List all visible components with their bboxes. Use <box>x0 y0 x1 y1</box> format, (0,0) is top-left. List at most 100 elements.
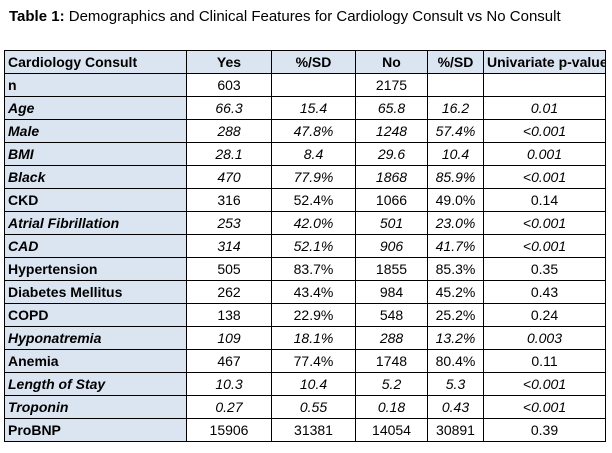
row-label: Black <box>4 165 187 189</box>
table-cell: 8.4 <box>271 142 356 166</box>
table-row: CKD 316 52.4% 1066 49.0% 0.14 <box>4 188 606 212</box>
table-cell: 1855 <box>355 257 428 281</box>
row-label: Anemia <box>4 349 187 373</box>
table-cell: 262 <box>186 280 272 304</box>
table-cell: 314 <box>186 234 272 258</box>
table-cell: 0.001 <box>483 142 606 166</box>
table-cell: 15.4 <box>271 96 356 120</box>
column-header: Univariate p-value <box>483 50 606 74</box>
table-row: CAD 314 52.1% 906 41.7% <0.001 <box>4 234 606 258</box>
table-caption-label: Table 1: <box>9 8 65 25</box>
table-cell: 22.9% <box>271 303 356 327</box>
table-cell: 0.35 <box>483 257 606 281</box>
table-body: Cardiology Consult Yes %/SD No %/SD Univ… <box>4 50 606 442</box>
table-cell: 109 <box>186 326 272 350</box>
table-row: Black 470 77.9% 1868 85.9% <0.001 <box>4 165 606 189</box>
table-cell: 288 <box>186 119 272 143</box>
table-cell: 0.39 <box>483 418 606 442</box>
table-cell: 10.4 <box>271 372 356 396</box>
row-label: Troponin <box>4 395 187 419</box>
row-label: ProBNP <box>4 418 187 442</box>
table-cell: 0.003 <box>483 326 606 350</box>
row-label: Atrial Fibrillation <box>4 211 187 235</box>
table-cell: 23.0% <box>427 211 484 235</box>
table-cell: 316 <box>186 188 272 212</box>
table-cell: 28.1 <box>186 142 272 166</box>
row-label: Diabetes Mellitus <box>4 280 187 304</box>
table-cell: <0.001 <box>483 395 606 419</box>
table-cell: 29.6 <box>355 142 428 166</box>
table-caption-text: Demographics and Clinical Features for C… <box>64 8 561 25</box>
table-cell <box>427 73 484 97</box>
table-row: Age 66.3 15.4 65.8 16.2 0.01 <box>4 96 606 120</box>
table-cell: 10.4 <box>427 142 484 166</box>
table-cell: 138 <box>186 303 272 327</box>
table-cell: 2175 <box>355 73 428 97</box>
table-cell: 984 <box>355 280 428 304</box>
table-cell: 505 <box>186 257 272 281</box>
table-cell: 0.43 <box>427 395 484 419</box>
table-cell <box>483 73 606 97</box>
table-cell: 52.1% <box>271 234 356 258</box>
table-cell: <0.001 <box>483 372 606 396</box>
table-row: Atrial Fibrillation 253 42.0% 501 23.0% <0.00… <box>4 211 606 235</box>
table-cell: 1748 <box>355 349 428 373</box>
table-cell: 5.2 <box>355 372 428 396</box>
table-cell: 85.9% <box>427 165 484 189</box>
table-cell: 0.27 <box>186 395 272 419</box>
table-cell: 0.24 <box>483 303 606 327</box>
table-cell: <0.001 <box>483 234 606 258</box>
table-cell: 45.2% <box>427 280 484 304</box>
table-cell: 47.8% <box>271 119 356 143</box>
table-cell: 467 <box>186 349 272 373</box>
table-row: BMI 28.1 8.4 29.6 10.4 0.001 <box>4 142 606 166</box>
row-label: Hyponatremia <box>4 326 187 350</box>
table-cell: 49.0% <box>427 188 484 212</box>
table-row: Male 288 47.8% 1248 57.4% <0.001 <box>4 119 606 143</box>
table-cell: 14054 <box>355 418 428 442</box>
table-cell: 66.3 <box>186 96 272 120</box>
table-cell: <0.001 <box>483 211 606 235</box>
table-cell: 52.4% <box>271 188 356 212</box>
table-cell: 1248 <box>355 119 428 143</box>
table-cell: 57.4% <box>427 119 484 143</box>
table-cell: 0.43 <box>483 280 606 304</box>
row-label: Male <box>4 119 187 143</box>
table-cell: 0.11 <box>483 349 606 373</box>
table-row: Length of Stay 10.3 10.4 5.2 5.3 <0.001 <box>4 372 606 396</box>
table-cell: <0.001 <box>483 119 606 143</box>
column-header: No <box>355 50 428 74</box>
table-cell: 1066 <box>355 188 428 212</box>
table-cell: 30891 <box>427 418 484 442</box>
table-cell: 0.01 <box>483 96 606 120</box>
row-label: Length of Stay <box>4 372 187 396</box>
table-caption: Table 1: Demographics and Clinical Featu… <box>9 8 561 25</box>
table-cell: 65.8 <box>355 96 428 120</box>
table-cell: 42.0% <box>271 211 356 235</box>
row-label: Age <box>4 96 187 120</box>
table-cell: 16.2 <box>427 96 484 120</box>
row-label: BMI <box>4 142 187 166</box>
table-header-row: Cardiology Consult Yes %/SD No %/SD Univ… <box>4 50 606 74</box>
row-label: Hypertension <box>4 257 187 281</box>
table-cell: <0.001 <box>483 165 606 189</box>
table-row: Hypertension 505 83.7% 1855 85.3% 0.35 <box>4 257 606 281</box>
table-cell: 0.55 <box>271 395 356 419</box>
table-row: n 603 2175 <box>4 73 606 97</box>
table-cell: 501 <box>355 211 428 235</box>
table-row: ProBNP 15906 31381 14054 30891 0.39 <box>4 418 606 442</box>
table-cell: 10.3 <box>186 372 272 396</box>
table-cell: 43.4% <box>271 280 356 304</box>
table-row: COPD 138 22.9% 548 25.2% 0.24 <box>4 303 606 327</box>
table-cell: 31381 <box>271 418 356 442</box>
table-cell: 0.14 <box>483 188 606 212</box>
table-cell: 18.1% <box>271 326 356 350</box>
table-cell: 253 <box>186 211 272 235</box>
table-cell: 288 <box>355 326 428 350</box>
table-row: Diabetes Mellitus 262 43.4% 984 45.2% 0.43 <box>4 280 606 304</box>
table-cell: 603 <box>186 73 272 97</box>
column-header: %/SD <box>271 50 356 74</box>
table-row: Hyponatremia 109 18.1% 288 13.2% 0.003 <box>4 326 606 350</box>
column-header: Cardiology Consult <box>4 50 187 74</box>
row-label: COPD <box>4 303 187 327</box>
